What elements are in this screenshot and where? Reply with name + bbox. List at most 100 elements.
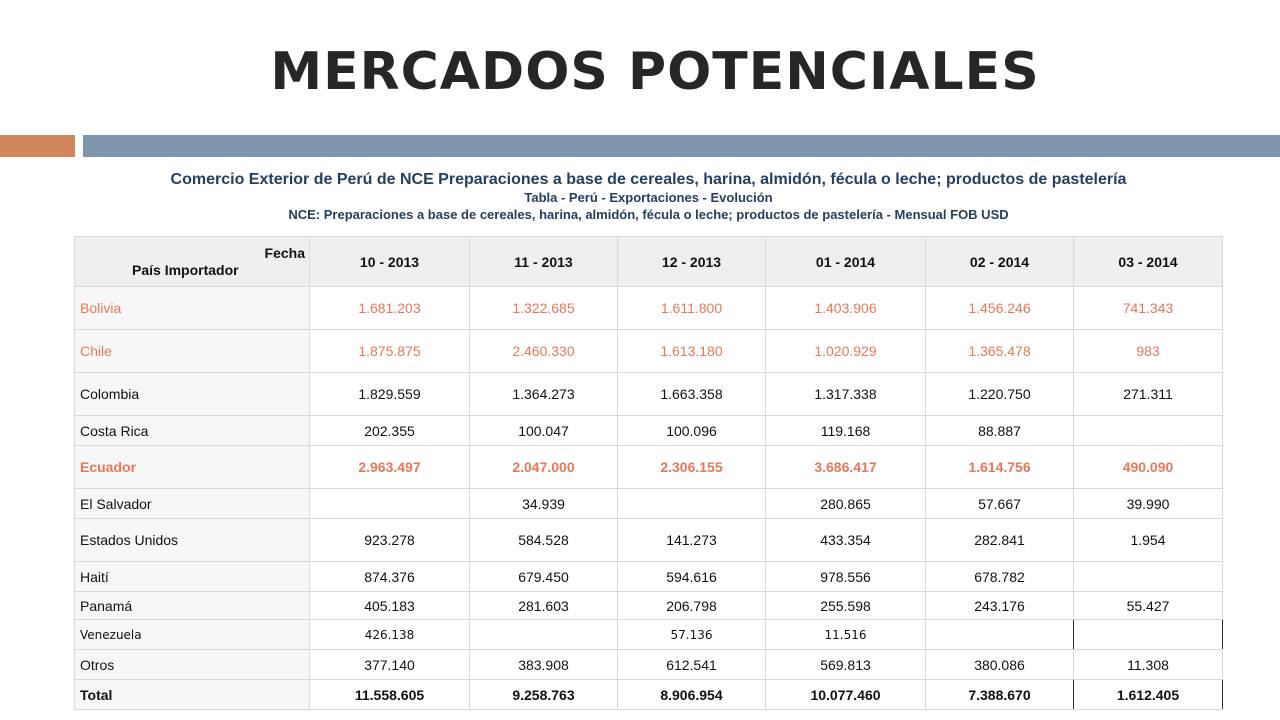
value-cell: 1.829.559	[309, 372, 470, 416]
value-cell: 271.311	[1073, 372, 1223, 416]
value-cell: 11.308	[1073, 649, 1223, 680]
value-cell: 1.681.203	[309, 286, 470, 330]
value-cell	[1073, 561, 1223, 592]
value-cell: 1.611.800	[617, 286, 766, 330]
caption-subtitle: Tabla - Perú - Exportaciones - Evolución	[524, 190, 773, 205]
value-cell: 433.354	[765, 518, 926, 562]
value-cell: 243.176	[925, 591, 1074, 620]
value-cell: 923.278	[309, 518, 470, 562]
value-cell: 141.273	[617, 518, 766, 562]
table-row: Venezuela 426.138 57.136 11.516	[74, 619, 1223, 650]
table-row: El Salvador 34.939 280.865 57.667 39.990	[74, 488, 1223, 519]
total-row: Total 11.558.605 9.258.763 8.906.954 10.…	[74, 679, 1223, 710]
country-cell: Costa Rica	[74, 415, 310, 446]
value-cell: 100.096	[617, 415, 766, 446]
value-cell: 983	[1073, 329, 1223, 373]
caption-description: NCE: Preparaciones a base de cereales, h…	[288, 207, 1009, 222]
table-row: Chile 1.875.875 2.460.330 1.613.180 1.02…	[74, 329, 1223, 373]
value-cell: 678.782	[925, 561, 1074, 592]
value-cell: 1.614.756	[925, 445, 1074, 489]
value-cell: 377.140	[309, 649, 470, 680]
country-cell: Otros	[74, 649, 310, 680]
value-cell	[469, 619, 618, 650]
column-header: 12 - 2013	[617, 236, 766, 287]
value-cell: 1.322.685	[469, 286, 618, 330]
value-cell: 1.663.358	[617, 372, 766, 416]
value-cell: 11.558.605	[309, 679, 470, 710]
value-cell: 281.603	[469, 591, 618, 620]
value-cell: 569.813	[765, 649, 926, 680]
country-cell: Bolivia	[74, 286, 310, 330]
value-cell: 383.908	[469, 649, 618, 680]
table-row: Bolivia 1.681.203 1.322.685 1.611.800 1.…	[74, 286, 1223, 330]
value-cell: 3.686.417	[765, 445, 926, 489]
table-row: Otros 377.140 383.908 612.541 569.813 38…	[74, 649, 1223, 680]
country-cell: El Salvador	[74, 488, 310, 519]
caption-title: Comercio Exterior de Perú de NCE Prepara…	[170, 171, 1127, 188]
value-cell: 8.906.954	[617, 679, 766, 710]
corner-country-label: País Importador	[132, 262, 239, 278]
value-cell	[1073, 619, 1223, 650]
column-header: 03 - 2014	[1073, 236, 1223, 287]
value-cell: 57.136	[617, 619, 766, 650]
table-row: Colombia 1.829.559 1.364.273 1.663.358 1…	[74, 372, 1223, 416]
value-cell: 1.220.750	[925, 372, 1074, 416]
table-caption: Comercio Exterior de Perú de NCE Prepara…	[75, 170, 1222, 223]
exports-table: Fecha País Importador 10 - 2013 11 - 201…	[74, 236, 1223, 710]
value-cell: 584.528	[469, 518, 618, 562]
value-cell	[309, 488, 470, 519]
value-cell: 1.317.338	[765, 372, 926, 416]
value-cell: 2.460.330	[469, 329, 618, 373]
value-cell: 594.616	[617, 561, 766, 592]
value-cell: 1.954	[1073, 518, 1223, 562]
value-cell: 1.612.405	[1073, 679, 1223, 710]
page-title: MERCADOS POTENCIALES	[270, 42, 1040, 102]
value-cell: 426.138	[309, 619, 470, 650]
value-cell: 7.388.670	[925, 679, 1074, 710]
table-row: Haití 874.376 679.450 594.616 978.556 67…	[74, 561, 1223, 592]
value-cell: 1.875.875	[309, 329, 470, 373]
country-cell: Total	[74, 679, 310, 710]
value-cell: 119.168	[765, 415, 926, 446]
value-cell: 39.990	[1073, 488, 1223, 519]
country-cell: Ecuador	[74, 445, 310, 489]
table-row: Panamá 405.183 281.603 206.798 255.598 2…	[74, 591, 1223, 620]
value-cell: 34.939	[469, 488, 618, 519]
value-cell: 10.077.460	[765, 679, 926, 710]
value-cell: 1.456.246	[925, 286, 1074, 330]
accent-bar	[0, 135, 75, 157]
value-cell: 2.306.155	[617, 445, 766, 489]
column-header: 02 - 2014	[925, 236, 1074, 287]
value-cell: 741.343	[1073, 286, 1223, 330]
value-cell: 9.258.763	[469, 679, 618, 710]
value-cell: 88.887	[925, 415, 1074, 446]
table-row: Estados Unidos 923.278 584.528 141.273 4…	[74, 518, 1223, 562]
country-cell: Estados Unidos	[74, 518, 310, 562]
table-row: Costa Rica 202.355 100.047 100.096 119.1…	[74, 415, 1223, 446]
country-cell: Panamá	[74, 591, 310, 620]
value-cell	[1073, 415, 1223, 446]
value-cell: 490.090	[1073, 445, 1223, 489]
header-row: Fecha País Importador 10 - 2013 11 - 201…	[74, 236, 1223, 287]
column-header: 10 - 2013	[309, 236, 470, 287]
header-bar	[83, 135, 1280, 157]
column-header: 01 - 2014	[765, 236, 926, 287]
value-cell: 57.667	[925, 488, 1074, 519]
value-cell: 202.355	[309, 415, 470, 446]
value-cell: 405.183	[309, 591, 470, 620]
value-cell: 1.403.906	[765, 286, 926, 330]
country-cell: Colombia	[74, 372, 310, 416]
value-cell	[617, 488, 766, 519]
value-cell: 2.963.497	[309, 445, 470, 489]
value-cell: 978.556	[765, 561, 926, 592]
value-cell: 1.020.929	[765, 329, 926, 373]
country-cell: Haití	[74, 561, 310, 592]
value-cell: 280.865	[765, 488, 926, 519]
value-cell: 1.613.180	[617, 329, 766, 373]
value-cell: 206.798	[617, 591, 766, 620]
value-cell: 2.047.000	[469, 445, 618, 489]
country-cell: Venezuela	[74, 619, 310, 650]
corner-date-label: Fecha	[264, 245, 305, 261]
value-cell	[925, 619, 1074, 650]
country-cell: Chile	[74, 329, 310, 373]
